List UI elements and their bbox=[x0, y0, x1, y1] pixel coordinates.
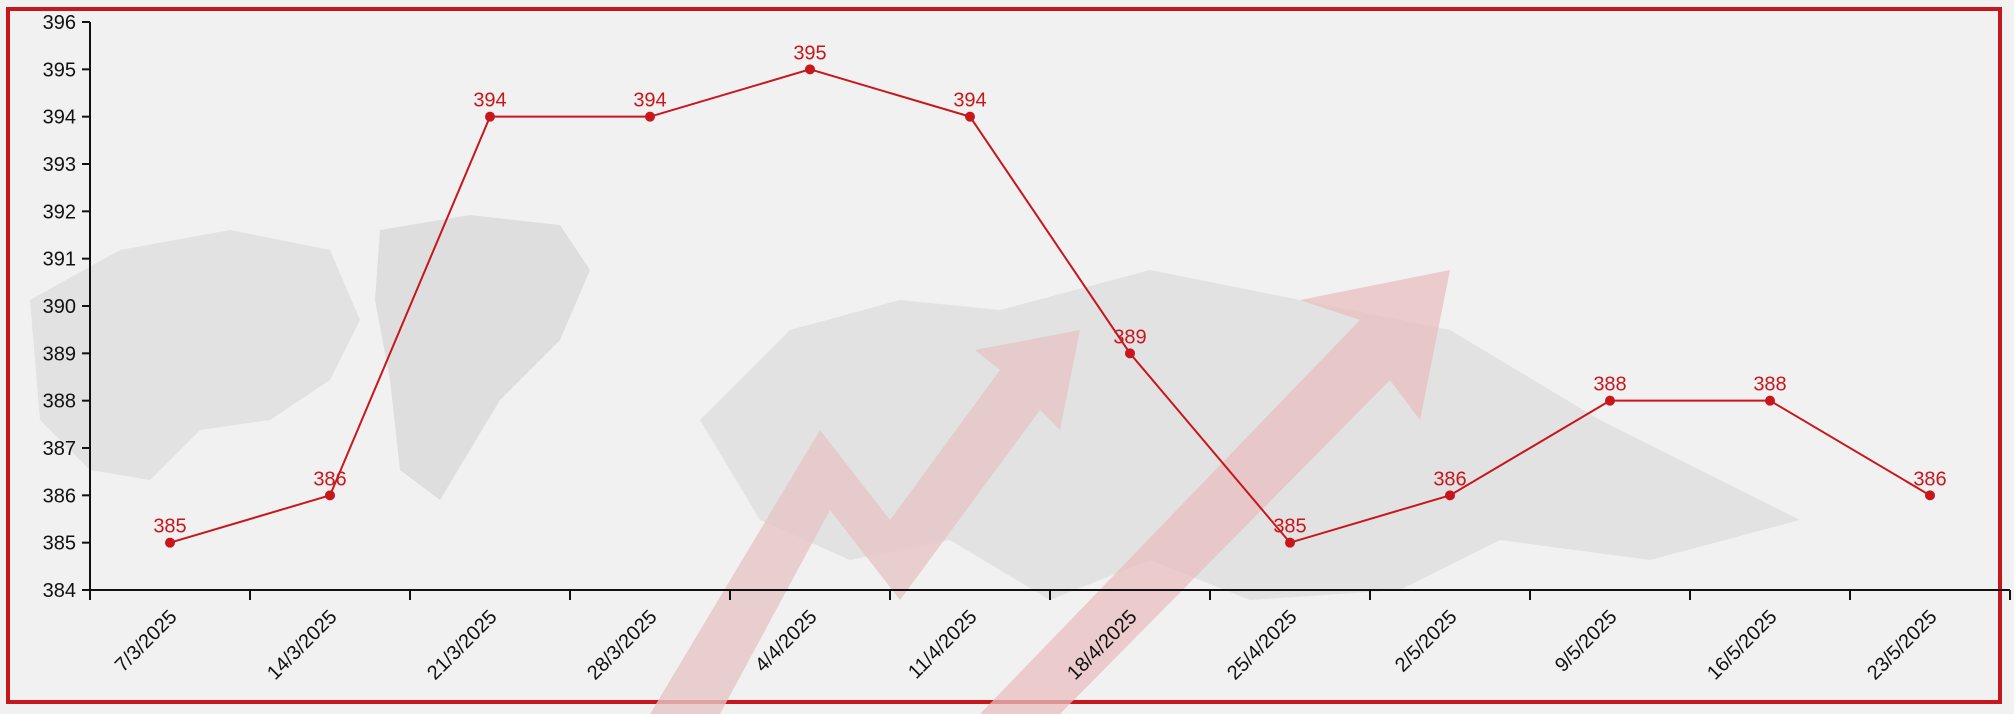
data-label: 394 bbox=[953, 90, 986, 112]
data-label: 385 bbox=[1273, 516, 1306, 538]
data-point bbox=[1765, 395, 1775, 406]
y-tick-label: 393 bbox=[43, 154, 76, 176]
x-tick-label: 2/5/2025 bbox=[1391, 606, 1462, 677]
data-label: 388 bbox=[1593, 374, 1626, 396]
x-tick-label: 23/5/2025 bbox=[1863, 606, 1941, 684]
x-tick-label: 9/5/2025 bbox=[1551, 606, 1622, 677]
data-label: 386 bbox=[1913, 468, 1946, 490]
y-tick-label: 384 bbox=[43, 580, 76, 602]
map-landmass-greenland bbox=[375, 215, 590, 500]
x-tick-label: 28/3/2025 bbox=[583, 606, 661, 684]
y-tick-label: 395 bbox=[43, 59, 76, 81]
data-point bbox=[1445, 490, 1455, 501]
trend-arrow-large-icon bbox=[980, 270, 1450, 714]
x-tick-label: 14/3/2025 bbox=[263, 606, 341, 684]
data-label: 386 bbox=[313, 468, 346, 490]
data-label: 386 bbox=[1433, 468, 1466, 490]
data-point bbox=[645, 111, 655, 122]
map-landmass-americas bbox=[30, 230, 360, 480]
series-line: 385 386 394 394 395 394 389 385 386 388 388 386 bbox=[153, 42, 1947, 548]
data-point bbox=[325, 490, 335, 501]
y-tick-label: 390 bbox=[43, 296, 76, 318]
y-tick-label: 387 bbox=[43, 438, 76, 460]
data-label: 388 bbox=[1753, 374, 1786, 396]
data-label: 394 bbox=[633, 90, 666, 112]
data-label: 395 bbox=[793, 42, 826, 64]
trend-arrow-small-icon bbox=[650, 330, 1080, 714]
y-tick-label: 394 bbox=[43, 107, 76, 129]
data-point bbox=[485, 111, 495, 122]
x-tick-label: 7/3/2025 bbox=[111, 606, 182, 677]
x-tick-label: 11/4/2025 bbox=[904, 606, 981, 683]
data-point bbox=[1925, 490, 1935, 501]
series-line-path bbox=[169, 68, 1931, 544]
y-tick-label: 391 bbox=[43, 249, 76, 271]
data-point bbox=[165, 537, 175, 548]
y-tick-label: 386 bbox=[43, 485, 76, 507]
world-map-watermark bbox=[30, 215, 1800, 714]
y-tick-label: 392 bbox=[43, 201, 76, 223]
x-tick-label: 25/4/2025 bbox=[1223, 606, 1301, 684]
data-label: 385 bbox=[153, 516, 186, 538]
y-tick-label: 396 bbox=[43, 12, 76, 34]
x-tick-label: 16/5/2025 bbox=[1703, 606, 1781, 684]
data-point bbox=[805, 64, 815, 75]
data-label: 389 bbox=[1113, 326, 1146, 348]
data-point bbox=[1125, 348, 1135, 359]
data-point bbox=[1605, 395, 1615, 406]
y-tick-label: 388 bbox=[43, 391, 76, 413]
data-label: 394 bbox=[473, 90, 506, 112]
x-tick-label: 21/3/2025 bbox=[423, 606, 501, 684]
y-tick-label: 389 bbox=[43, 343, 76, 365]
data-point bbox=[1285, 537, 1295, 548]
data-point bbox=[965, 111, 975, 122]
y-tick-label: 385 bbox=[43, 533, 76, 555]
